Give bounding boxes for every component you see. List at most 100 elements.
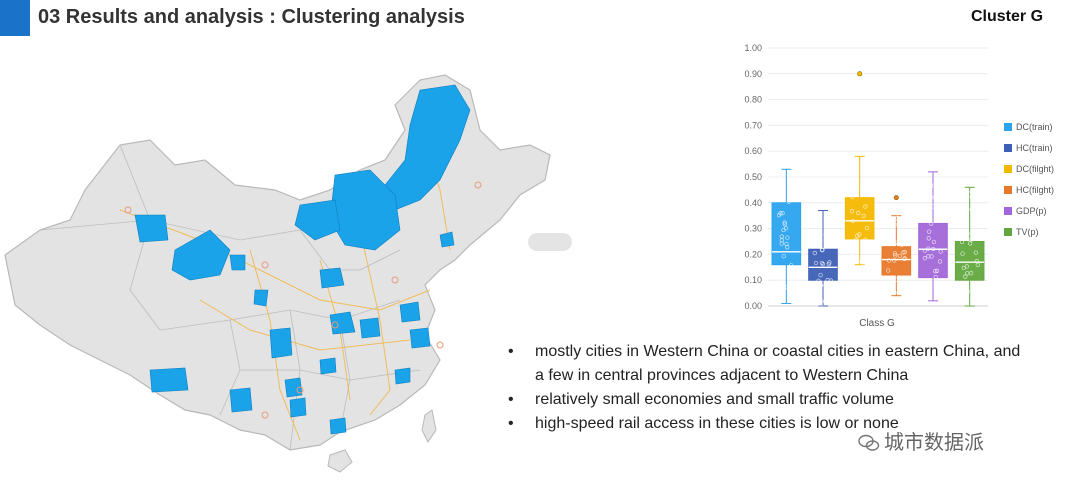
- bullet-dot-icon: •: [508, 343, 514, 360]
- data-point: [933, 269, 938, 274]
- bullet-dot-icon: •: [508, 415, 514, 432]
- bullet-text: mostly cities in Western China or coasta…: [535, 343, 1021, 384]
- watermark: 城市数据派: [858, 426, 984, 455]
- data-point: [968, 271, 974, 276]
- y-tick-label: 1.00: [744, 43, 762, 53]
- data-point: [782, 220, 787, 225]
- data-point: [829, 295, 834, 300]
- data-point: [778, 173, 784, 178]
- data-point: [816, 278, 821, 283]
- data-point: [895, 215, 900, 221]
- bullet-dot-icon: •: [508, 391, 514, 408]
- data-point: [965, 231, 970, 236]
- china-map-icon: [4, 74, 551, 473]
- data-point: [938, 184, 943, 189]
- bullet-text: high-speed rail access in these cities i…: [535, 415, 899, 432]
- data-point: [849, 244, 854, 249]
- data-point: [892, 222, 898, 227]
- bullet-list: • mostly cities in Western China or coast…: [508, 340, 1028, 436]
- data-point: [849, 209, 855, 214]
- data-point: [854, 242, 859, 247]
- bullet-item: • high-speed rail access in these cities …: [508, 412, 1028, 436]
- data-point: [901, 283, 906, 289]
- legend-label: DC(filght): [1016, 164, 1054, 174]
- y-tick-label: 0.40: [744, 198, 762, 208]
- data-point: [885, 268, 891, 273]
- y-tick-label: 0.70: [744, 120, 762, 130]
- data-point: [897, 222, 903, 228]
- data-point: [864, 254, 869, 259]
- data-point: [925, 191, 930, 196]
- data-point: [934, 268, 940, 273]
- data-point: [969, 189, 974, 195]
- data-point: [818, 303, 823, 308]
- data-point: [967, 241, 973, 246]
- y-tick-label: 0.20: [744, 249, 762, 259]
- bullet-item: • mostly cities in Western China or coast…: [508, 340, 1028, 388]
- data-point: [863, 237, 868, 242]
- data-point: [934, 282, 940, 287]
- data-point: [828, 221, 834, 227]
- data-point: [963, 274, 968, 279]
- data-point: [819, 260, 825, 266]
- data-point: [863, 204, 868, 209]
- data-point: [902, 249, 907, 255]
- legend-swatch: [1004, 186, 1012, 194]
- data-point: [824, 238, 830, 243]
- data-point: [848, 244, 854, 250]
- data-point: [859, 259, 864, 264]
- data-point: [814, 232, 819, 238]
- data-point: [960, 251, 965, 256]
- data-point: [922, 188, 928, 194]
- box-plot-chart: 0.00 0.10 0.20 0.30 0.40 0.50 0.60 0.70 0.80 0.90…: [744, 43, 1054, 329]
- y-tick-label: 0.90: [744, 69, 762, 79]
- data-point: [859, 184, 865, 190]
- placeholder-pill: [528, 233, 572, 251]
- data-point: [861, 261, 867, 266]
- data-point: [892, 290, 897, 296]
- data-point: [932, 183, 937, 188]
- data-point: [897, 221, 902, 226]
- data-point: [922, 248, 928, 253]
- data-point: [788, 280, 794, 285]
- data-point: [937, 259, 943, 264]
- data-point: [894, 277, 899, 282]
- box-dc-filght-: [844, 71, 875, 266]
- box-rect: [771, 202, 802, 266]
- y-tick-label: 0.10: [744, 275, 762, 285]
- legend-swatch: [1004, 207, 1012, 215]
- data-point: [855, 255, 860, 260]
- data-point: [926, 254, 931, 259]
- data-point: [851, 176, 856, 182]
- data-point: [969, 194, 974, 199]
- data-point: [791, 290, 796, 295]
- data-point: [892, 251, 898, 256]
- data-point: [899, 233, 904, 238]
- data-point: [975, 234, 980, 239]
- data-point: [855, 233, 860, 238]
- data-point: [902, 256, 907, 261]
- data-point: [864, 225, 870, 231]
- y-axis: 0.00 0.10 0.20 0.30 0.40 0.50 0.60 0.70 0.80 0.90…: [744, 43, 988, 311]
- data-point: [850, 194, 855, 200]
- data-point: [854, 237, 859, 242]
- data-point: [926, 236, 931, 241]
- bullet-text: relatively small economies and small tra…: [535, 391, 894, 408]
- legend-label: DC(train): [1016, 122, 1053, 132]
- box-gdp-p-: [918, 171, 948, 302]
- data-point: [779, 238, 784, 243]
- legend-label: TV(p): [1016, 227, 1039, 237]
- data-point: [816, 218, 822, 223]
- legend-swatch: [1004, 165, 1012, 173]
- data-point: [785, 235, 790, 240]
- data-point: [823, 232, 828, 237]
- data-point: [929, 221, 934, 226]
- box-rect: [844, 197, 875, 240]
- page-title: 03 Results and analysis : Clustering ana…: [38, 6, 465, 28]
- outlier-point: [857, 71, 863, 77]
- data-point: [973, 250, 979, 255]
- data-point: [964, 271, 970, 276]
- data-point: [827, 215, 832, 220]
- box-rect: [881, 246, 912, 276]
- box-series: [771, 71, 985, 308]
